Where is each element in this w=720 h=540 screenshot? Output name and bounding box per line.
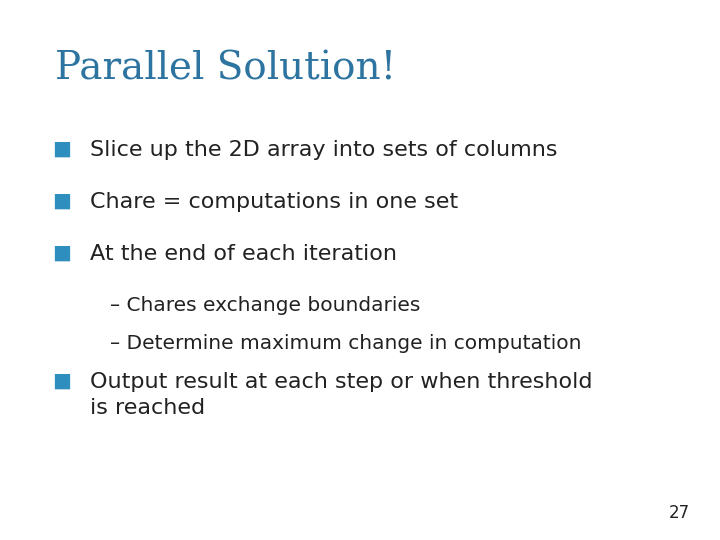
Text: – Determine maximum change in computation: – Determine maximum change in computatio…: [110, 334, 582, 353]
Text: ■: ■: [52, 244, 71, 263]
Text: ■: ■: [52, 372, 71, 391]
Text: – Chares exchange boundaries: – Chares exchange boundaries: [110, 296, 420, 315]
Text: Slice up the 2D array into sets of columns: Slice up the 2D array into sets of colum…: [90, 140, 557, 160]
Text: ■: ■: [52, 192, 71, 211]
Text: Output result at each step or when threshold
is reached: Output result at each step or when thres…: [90, 372, 593, 417]
Text: Chare = computations in one set: Chare = computations in one set: [90, 192, 458, 212]
Text: Parallel Solution!: Parallel Solution!: [55, 50, 396, 87]
Text: 27: 27: [669, 504, 690, 522]
Text: At the end of each iteration: At the end of each iteration: [90, 244, 397, 264]
Text: ■: ■: [52, 140, 71, 159]
